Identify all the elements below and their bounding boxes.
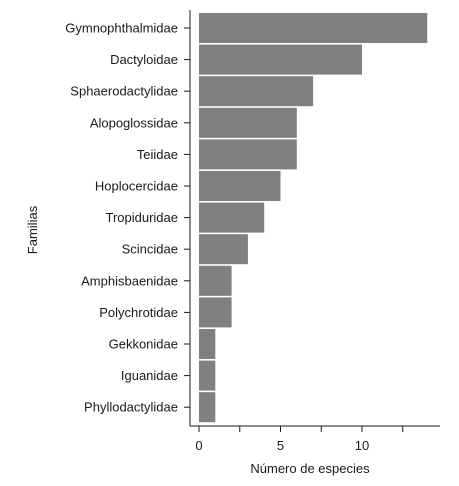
bar-polychrotidae <box>199 297 232 327</box>
y-axis-title: Familias <box>25 205 40 254</box>
category-label-gymnophthalmidae: Gymnophthalmidae <box>65 21 178 36</box>
bar-iguanidae <box>199 361 215 391</box>
category-label-dactyloidae: Dactyloidae <box>110 52 178 67</box>
x-axis-ticks: 0 5 10 <box>195 426 402 453</box>
category-label-alopoglossidae: Alopoglossidae <box>90 115 178 130</box>
bar-gymnophthalmidae <box>199 13 427 43</box>
category-label-iguanidae: Iguanidae <box>121 368 178 383</box>
bar-tropiduridae <box>199 203 264 233</box>
bar-sphaerodactylidae <box>199 76 313 106</box>
bar-scincidae <box>199 234 248 264</box>
bar-teiidae <box>199 139 297 169</box>
category-label-hoplocercidae: Hoplocercidae <box>95 179 178 194</box>
category-label-amphisbaenidae: Amphisbaenidae <box>81 273 178 288</box>
x-tick-label-10: 10 <box>355 438 369 453</box>
category-ticks <box>184 28 190 407</box>
category-label-sphaerodactylidae: Sphaerodactylidae <box>70 84 178 99</box>
bar-gekkonidae <box>199 329 215 359</box>
bar-phyllodactylidae <box>199 392 215 422</box>
category-label-teiidae: Teiidae <box>137 147 178 162</box>
bar-alopoglossidae <box>199 108 297 138</box>
category-label-gekkonidae: Gekkonidae <box>109 337 178 352</box>
x-axis-title: Número de especies <box>250 461 370 476</box>
bars-group <box>199 13 427 422</box>
category-label-polychrotidae: Polychrotidae <box>99 305 178 320</box>
category-label-scincidae: Scincidae <box>122 242 178 257</box>
bar-dactyloidae <box>199 45 362 75</box>
category-labels: Gymnophthalmidae Dactyloidae Sphaerodactyl… <box>65 21 178 415</box>
x-tick-label-5: 5 <box>277 438 284 453</box>
bar-hoplocercidae <box>199 171 281 201</box>
category-label-phyllodactylidae: Phyllodactylidae <box>84 400 178 415</box>
bar-amphisbaenidae <box>199 266 232 296</box>
x-tick-label-0: 0 <box>195 438 202 453</box>
category-label-tropiduridae: Tropiduridae <box>105 210 178 225</box>
